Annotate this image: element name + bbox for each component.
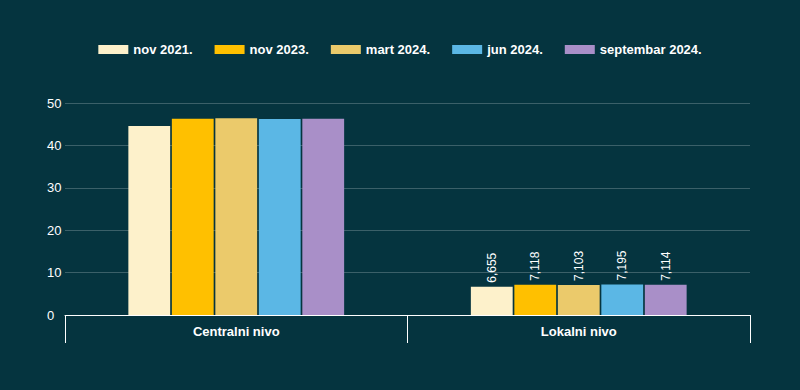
svg-text:0: 0 (47, 308, 54, 323)
svg-text:10: 10 (47, 265, 61, 280)
svg-text:nov 2021.: nov 2021. (133, 42, 192, 57)
svg-text:40: 40 (47, 138, 61, 153)
svg-text:6,655: 6,655 (485, 252, 499, 282)
svg-text:nov 2023.: nov 2023. (250, 42, 309, 57)
svg-text:50: 50 (47, 96, 61, 111)
svg-text:7,103: 7,103 (572, 251, 586, 281)
svg-text:mart 2024.: mart 2024. (366, 42, 430, 57)
svg-text:jun 2024.: jun 2024. (486, 42, 543, 57)
svg-text:7,195: 7,195 (615, 250, 629, 280)
svg-text:septembar 2024.: septembar 2024. (600, 42, 702, 57)
svg-text:7,118: 7,118 (528, 251, 542, 280)
svg-text:7,114: 7,114 (659, 251, 673, 280)
svg-text:30: 30 (47, 180, 61, 195)
svg-text:Lokalni nivo: Lokalni nivo (541, 324, 617, 339)
svg-text:20: 20 (47, 223, 61, 238)
svg-text:Centralni nivo: Centralni nivo (193, 324, 280, 339)
